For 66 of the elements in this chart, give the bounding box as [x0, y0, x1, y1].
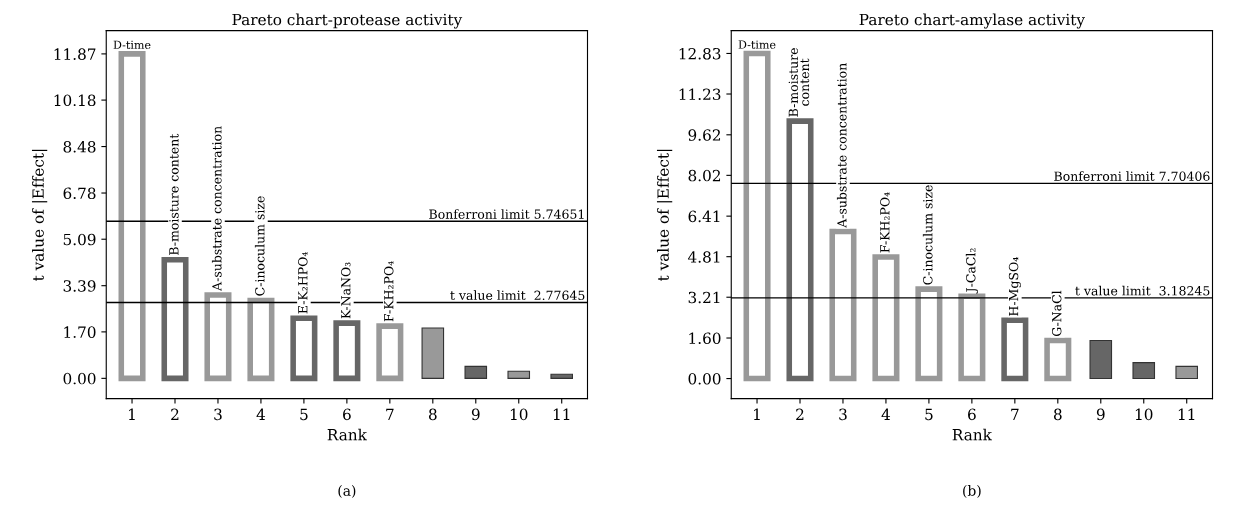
annotation: D-time	[738, 40, 776, 49]
text: (b)	[963, 485, 981, 498]
x-tick-label: 10	[510, 408, 528, 421]
y-tick-label: 6.41	[688, 210, 720, 223]
x-tick-label: 4	[881, 408, 891, 420]
annotation: D-time	[113, 40, 151, 50]
annotation: E-K₂HPO₄	[298, 252, 308, 314]
y-tick-label: 8.48	[63, 141, 96, 153]
x-tick-label: 4	[256, 408, 266, 420]
x-tick-label: 6	[343, 408, 351, 421]
x-tick-label: 9	[471, 408, 480, 421]
x-tick-label: 8	[1053, 408, 1062, 421]
y-tick-label: 3.21	[688, 291, 720, 304]
annotation: B-moisture content	[169, 133, 179, 255]
x-tick-label: 5	[300, 408, 308, 421]
annotation: C-inoculum size	[254, 196, 265, 296]
y-tick-label: 11.87	[54, 48, 96, 60]
ref-line-label: Bonferroni limit 5.74651	[429, 209, 584, 219]
annotation: B-moisture content	[788, 48, 810, 117]
y-tick-label: 4.81	[687, 251, 720, 263]
annotation: F-KH₂PO₄	[880, 192, 890, 253]
x-tick-label: 6	[968, 408, 976, 421]
annotation: F-KH₂PO₄	[384, 261, 394, 322]
y-tick-label: 3.39	[63, 280, 96, 292]
x-tick-label: 1	[754, 408, 760, 420]
x-tick-label: 7	[1011, 408, 1019, 420]
y-axis-title: t value of |Effect|	[31, 149, 48, 281]
annotation: K-NaNO₃	[341, 262, 351, 319]
x-tick-label: 5	[925, 408, 933, 421]
annotation: G-NaCl	[1051, 290, 1062, 337]
y-tick-label: 8.02	[688, 169, 721, 182]
x-tick-label: 8	[428, 408, 437, 421]
ref-line-label: t value limit 3.18245	[1075, 285, 1210, 296]
annotation: C-inoculum size	[922, 185, 933, 285]
y-axis-title: t value of |Effect|	[656, 149, 673, 281]
y-tick-label: 10.18	[54, 94, 96, 107]
y-tick-label: 6.78	[63, 187, 96, 200]
x-tick-label: 3	[214, 408, 222, 421]
y-tick-label: 12.83	[679, 47, 721, 60]
y-tick-label: 0.00	[688, 373, 721, 385]
x-tick-label: 11	[1178, 408, 1195, 420]
ref-line-label: Bonferroni limit 7.70406	[1054, 171, 1210, 181]
x-tick-label: 3	[839, 408, 847, 421]
x-tick-label: 2	[171, 408, 179, 420]
y-tick-label: 9.62	[688, 129, 721, 141]
x-tick-label: 7	[386, 408, 394, 420]
annotation: A-substrate concentration	[836, 63, 847, 228]
y-tick-label: 5.09	[63, 233, 96, 246]
x-tick-label: 11	[553, 408, 570, 420]
y-tick-label: 11.23	[679, 88, 721, 101]
x-tick-label: 10	[1135, 408, 1153, 421]
chart-title: Pareto chart-protease activity	[232, 13, 463, 29]
x-axis-title: Rank	[327, 428, 368, 441]
y-tick-label: 1.60	[689, 332, 721, 345]
annotation: A-substrate concentration	[211, 126, 222, 291]
ref-line-label: t value limit 2.77645	[450, 290, 585, 301]
x-tick-label: 1	[129, 408, 135, 420]
chart-title: Pareto chart-amylase activity	[859, 13, 1085, 29]
y-tick-label: 1.70	[64, 326, 96, 338]
x-tick-label: 2	[796, 408, 804, 420]
annotation: J-CaCl₂	[965, 248, 978, 294]
x-axis-title: Rank	[952, 428, 993, 441]
y-tick-label: 0.00	[63, 372, 96, 385]
x-tick-label: 9	[1096, 408, 1105, 421]
text: (a)	[338, 485, 356, 498]
annotation: H-MgSO₄	[1008, 257, 1021, 316]
